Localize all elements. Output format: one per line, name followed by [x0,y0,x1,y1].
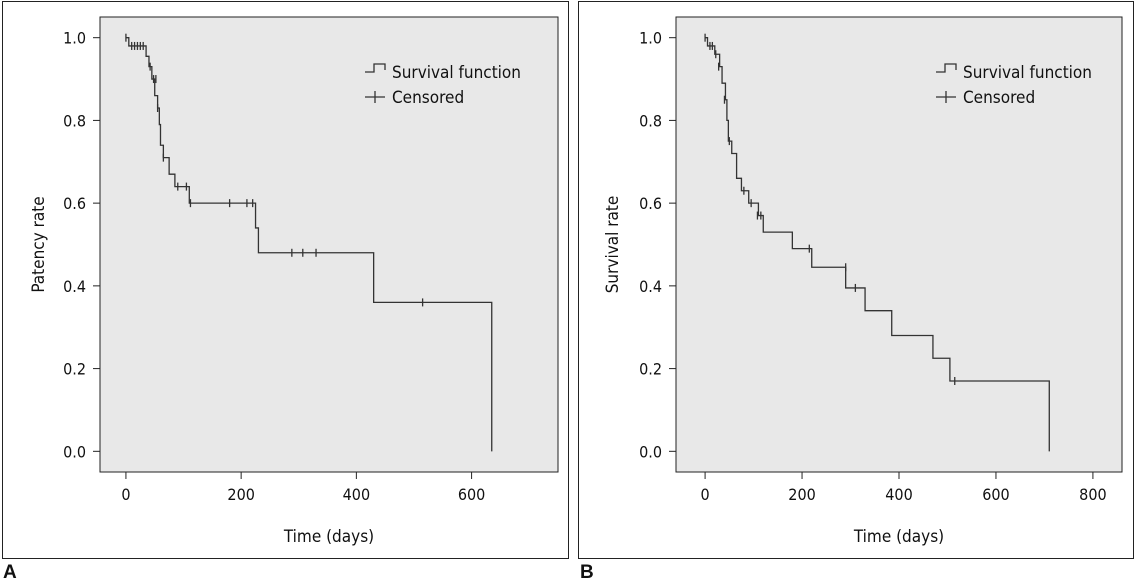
plot-area [99,16,559,473]
x-tick-label: 200 [227,485,254,504]
y-tick-label: 0.0 [639,442,662,461]
legend-survival-symbol [365,63,386,73]
x-tick-label: 200 [788,485,815,504]
survival-curve [705,37,1050,452]
x-tick-label: 800 [1079,485,1106,504]
x-tick-label: 600 [458,485,485,504]
y-tick-label: 0.8 [63,111,86,130]
legend-survival-label: Survival function [963,63,1092,83]
legend-censored-symbol [936,91,956,103]
y-tick-label: 0.6 [63,194,86,213]
survival-curve [125,37,493,452]
x-tick-label: 400 [885,485,912,504]
y-tick-label: 0.4 [639,277,662,296]
legend-censored-symbol [365,91,385,103]
y-tick-label: 0.6 [639,194,662,213]
x-tick-label: 600 [982,485,1009,504]
legend-survival-label: Survival function [392,63,521,83]
legend-censored-label: Censored [963,88,1035,108]
x-axis-label: Time (days) [853,527,944,547]
y-axis-label: Patency rate [29,196,49,292]
x-tick-label: 400 [343,485,370,504]
y-tick-label: 0.2 [63,360,86,379]
chart-patency: 0.0 0.2 0.4 0.6 0.8 1.0 0 200 400 600 Time (days) P… [29,16,559,547]
legend-censored-label: Censored [392,88,464,108]
y-axis-label: Survival rate [603,196,623,294]
y-tick-label: 0.4 [63,277,86,296]
y-tick-label: 1.0 [639,29,662,48]
x-axis-label: Time (days) [283,527,374,547]
y-tick-label: 1.0 [63,29,86,48]
legend-survival-symbol [936,63,957,73]
y-tick-label: 0.2 [639,360,662,379]
plot-area [675,16,1123,473]
panel-b-label: B [580,562,594,583]
y-tick-label: 0.8 [639,111,662,130]
x-tick-label: 0 [701,485,710,504]
y-tick-label: 0.0 [63,442,86,461]
panel-a-label: A [3,562,17,583]
x-tick-label: 0 [121,485,130,504]
chart-survival: 0.0 0.2 0.4 0.6 0.8 1.0 0 200 400 600 800 Time (day… [603,16,1123,547]
